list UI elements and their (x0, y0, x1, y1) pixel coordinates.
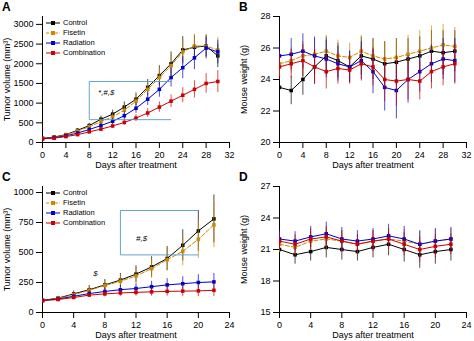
html-text:Radiation: Radiation (63, 38, 95, 47)
svg-text:1500: 1500 (13, 78, 33, 88)
svg-text:16: 16 (368, 150, 378, 160)
svg-text:750: 750 (18, 217, 33, 227)
svg-text:8: 8 (339, 320, 344, 330)
svg-text:Tumor volume (mm³): Tumor volume (mm³) (2, 38, 12, 122)
html-text:Radiation: Radiation (63, 208, 95, 217)
html-text:Fisetin: Fisetin (63, 28, 86, 37)
svg-text:Days after treatment: Days after treatment (95, 160, 177, 170)
svg-text:$: $ (92, 269, 98, 278)
html-text:Control: Control (63, 188, 88, 197)
svg-text:12: 12 (368, 320, 378, 330)
svg-text:24: 24 (415, 150, 425, 160)
html-text:C: C (2, 170, 11, 184)
svg-text:16: 16 (399, 320, 409, 330)
svg-text:4: 4 (63, 150, 68, 160)
html-text:Combination: Combination (63, 48, 106, 57)
svg-text:16: 16 (162, 320, 172, 330)
svg-text:20: 20 (260, 137, 270, 147)
svg-text:500: 500 (18, 118, 33, 128)
svg-text:*,#,$: *,#,$ (98, 88, 115, 97)
svg-text:4: 4 (300, 150, 305, 160)
svg-text:0: 0 (28, 137, 33, 147)
svg-text:22: 22 (260, 106, 270, 116)
svg-text:20: 20 (430, 320, 440, 330)
html-text:Control: Control (63, 18, 88, 27)
svg-text:4: 4 (71, 320, 76, 330)
svg-text:12: 12 (131, 320, 141, 330)
svg-text:12: 12 (108, 150, 118, 160)
svg-text:Tumor volume (mm³): Tumor volume (mm³) (2, 208, 12, 292)
svg-text:21: 21 (260, 244, 270, 254)
svg-text:0: 0 (28, 307, 33, 317)
svg-text:12: 12 (345, 150, 355, 160)
svg-text:#,$: #,$ (136, 234, 148, 243)
svg-text:20: 20 (391, 150, 401, 160)
svg-text:0: 0 (40, 320, 45, 330)
svg-text:1000: 1000 (13, 187, 33, 197)
svg-text:2000: 2000 (13, 59, 33, 69)
svg-text:4: 4 (308, 320, 313, 330)
svg-text:20: 20 (193, 320, 203, 330)
svg-text:Days after treatment: Days after treatment (95, 330, 177, 340)
svg-text:8: 8 (324, 150, 329, 160)
svg-text:500: 500 (18, 247, 33, 257)
svg-text:24: 24 (461, 320, 471, 330)
svg-text:Days after treatment: Days after treatment (332, 330, 414, 340)
svg-text:27: 27 (260, 181, 270, 191)
svg-text:26: 26 (260, 43, 270, 53)
svg-text:Mouse weight (g): Mouse weight (g) (239, 45, 249, 114)
svg-text:0: 0 (40, 150, 45, 160)
html-text:B: B (239, 0, 248, 14)
svg-text:0: 0 (277, 320, 282, 330)
html-text:D: D (239, 170, 248, 184)
svg-text:24: 24 (178, 150, 188, 160)
svg-text:1000: 1000 (13, 98, 33, 108)
svg-text:24: 24 (260, 213, 270, 223)
svg-text:18: 18 (260, 276, 270, 286)
svg-text:32: 32 (461, 150, 471, 160)
svg-text:Days after treatment: Days after treatment (332, 160, 414, 170)
html-text:Fisetin: Fisetin (63, 198, 86, 207)
svg-text:Mouse weight (g): Mouse weight (g) (239, 215, 249, 284)
svg-text:8: 8 (87, 150, 92, 160)
svg-text:8: 8 (102, 320, 107, 330)
svg-text:3000: 3000 (13, 19, 33, 29)
svg-text:20: 20 (154, 150, 164, 160)
svg-text:250: 250 (18, 277, 33, 287)
html-text:Combination: Combination (63, 218, 106, 227)
svg-text:28: 28 (438, 150, 448, 160)
svg-text:28: 28 (260, 11, 270, 21)
svg-text:15: 15 (260, 307, 270, 317)
svg-text:32: 32 (224, 150, 234, 160)
svg-text:16: 16 (131, 150, 141, 160)
svg-text:2500: 2500 (13, 39, 33, 49)
svg-text:28: 28 (201, 150, 211, 160)
svg-text:0: 0 (277, 150, 282, 160)
svg-text:24: 24 (224, 320, 234, 330)
svg-text:24: 24 (260, 74, 270, 84)
html-text:A: A (2, 0, 11, 14)
